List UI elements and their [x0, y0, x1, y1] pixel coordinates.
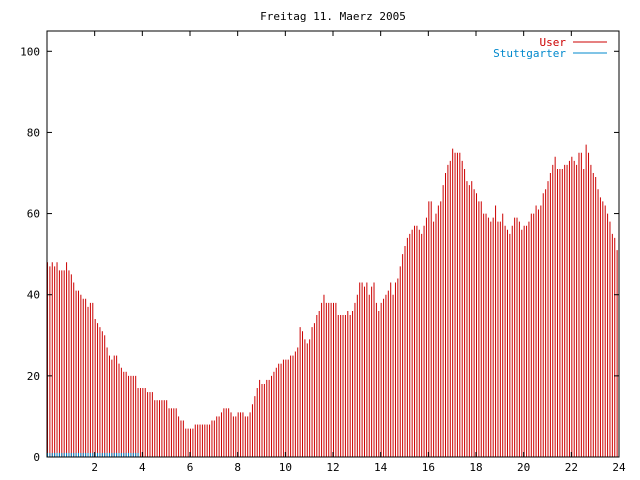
x-tick-label: 2	[91, 461, 98, 474]
x-tick-label: 20	[517, 461, 530, 474]
legend-label-stuttgarter: Stuttgarter	[493, 47, 566, 60]
x-tick-label: 8	[234, 461, 241, 474]
x-tick-label: 6	[187, 461, 194, 474]
x-tick-label: 24	[612, 461, 626, 474]
y-tick-label: 100	[20, 45, 40, 58]
x-tick-label: 22	[565, 461, 578, 474]
x-tick-label: 16	[422, 461, 435, 474]
legend-label-user: User	[540, 36, 567, 49]
chart-title: Freitag 11. Maerz 2005	[260, 10, 406, 23]
y-tick-label: 40	[27, 289, 40, 302]
plot-frame	[46, 30, 620, 458]
x-tick-label: 10	[279, 461, 292, 474]
x-tick-label: 18	[469, 461, 482, 474]
y-tick-label: 60	[27, 208, 40, 221]
y-tick-label: 0	[33, 451, 40, 464]
bars-group	[47, 144, 618, 457]
y-tick-label: 80	[27, 126, 40, 139]
x-axis-ticks: 2 4 6 8 10 12 14 16 18 20 22 24	[91, 31, 626, 474]
x-tick-label: 14	[374, 461, 388, 474]
y-tick-label: 20	[27, 370, 40, 383]
x-tick-label: 4	[139, 461, 146, 474]
x-tick-label: 12	[326, 461, 339, 474]
